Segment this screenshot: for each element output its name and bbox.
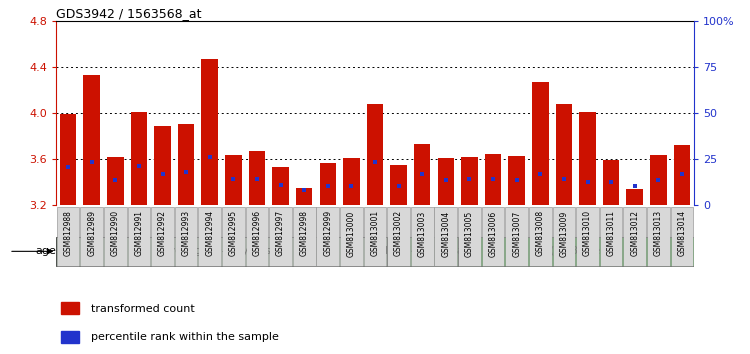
- Text: GSM813013: GSM813013: [654, 210, 663, 256]
- Bar: [107, 157, 124, 205]
- Bar: [579, 112, 596, 205]
- Bar: [225, 155, 242, 205]
- Bar: [83, 75, 100, 205]
- Text: GSM813014: GSM813014: [677, 210, 686, 256]
- Text: GSM812996: GSM812996: [253, 210, 262, 256]
- FancyBboxPatch shape: [222, 207, 245, 266]
- Bar: [626, 189, 643, 205]
- FancyBboxPatch shape: [128, 207, 150, 266]
- Bar: [674, 145, 690, 205]
- Text: GSM813006: GSM813006: [488, 210, 497, 257]
- Text: GSM812988: GSM812988: [64, 210, 73, 256]
- FancyBboxPatch shape: [482, 207, 505, 266]
- FancyBboxPatch shape: [506, 207, 528, 266]
- FancyBboxPatch shape: [387, 237, 458, 266]
- FancyBboxPatch shape: [316, 207, 339, 266]
- Text: GSM812990: GSM812990: [111, 210, 120, 256]
- Text: GSM812998: GSM812998: [300, 210, 309, 256]
- FancyBboxPatch shape: [458, 207, 481, 266]
- Bar: [272, 167, 289, 205]
- FancyBboxPatch shape: [364, 207, 386, 266]
- FancyBboxPatch shape: [553, 207, 575, 266]
- FancyBboxPatch shape: [529, 207, 551, 266]
- Bar: [60, 114, 76, 205]
- Text: old (65-84 years): old (65-84 years): [531, 246, 620, 256]
- Bar: [62, 302, 80, 314]
- FancyBboxPatch shape: [104, 207, 127, 266]
- Text: GSM813010: GSM813010: [583, 210, 592, 256]
- Text: GSM813008: GSM813008: [536, 210, 544, 256]
- Text: GSM812995: GSM812995: [229, 210, 238, 256]
- Text: age: age: [35, 246, 56, 256]
- Text: GSM812997: GSM812997: [276, 210, 285, 256]
- FancyBboxPatch shape: [411, 207, 434, 266]
- FancyBboxPatch shape: [434, 207, 457, 266]
- Text: GSM812994: GSM812994: [206, 210, 214, 256]
- Text: GSM813001: GSM813001: [370, 210, 380, 256]
- Text: GSM813009: GSM813009: [560, 210, 568, 257]
- Bar: [437, 158, 454, 205]
- Text: GSM812989: GSM812989: [87, 210, 96, 256]
- Bar: [62, 331, 80, 343]
- Text: GSM813002: GSM813002: [394, 210, 403, 256]
- FancyBboxPatch shape: [57, 207, 80, 266]
- Bar: [154, 126, 171, 205]
- Text: GSM813005: GSM813005: [465, 210, 474, 257]
- FancyBboxPatch shape: [670, 207, 693, 266]
- Text: young (19-31 years): young (19-31 years): [169, 246, 274, 256]
- FancyBboxPatch shape: [56, 237, 387, 266]
- Bar: [130, 112, 147, 205]
- Text: GSM813012: GSM813012: [630, 210, 639, 256]
- FancyBboxPatch shape: [387, 207, 410, 266]
- FancyBboxPatch shape: [152, 207, 174, 266]
- FancyBboxPatch shape: [576, 207, 598, 266]
- FancyBboxPatch shape: [80, 207, 103, 266]
- Bar: [484, 154, 501, 205]
- Text: percentile rank within the sample: percentile rank within the sample: [92, 332, 279, 342]
- Text: GSM812992: GSM812992: [158, 210, 167, 256]
- FancyBboxPatch shape: [623, 207, 646, 266]
- Bar: [414, 144, 430, 205]
- Text: GDS3942 / 1563568_at: GDS3942 / 1563568_at: [56, 7, 202, 20]
- Bar: [249, 151, 266, 205]
- Text: GSM812993: GSM812993: [182, 210, 190, 256]
- Bar: [532, 82, 548, 205]
- Text: middle (42-61 years): middle (42-61 years): [368, 246, 477, 256]
- FancyBboxPatch shape: [647, 207, 670, 266]
- Bar: [390, 165, 406, 205]
- Bar: [461, 157, 478, 205]
- Bar: [202, 59, 218, 205]
- FancyBboxPatch shape: [292, 207, 316, 266]
- FancyBboxPatch shape: [340, 207, 363, 266]
- Text: transformed count: transformed count: [92, 304, 195, 314]
- Text: GSM813007: GSM813007: [512, 210, 521, 257]
- FancyBboxPatch shape: [458, 237, 694, 266]
- Bar: [556, 104, 572, 205]
- FancyBboxPatch shape: [269, 207, 292, 266]
- Bar: [296, 188, 313, 205]
- FancyBboxPatch shape: [175, 207, 197, 266]
- Text: GSM813003: GSM813003: [418, 210, 427, 257]
- Bar: [343, 158, 360, 205]
- FancyBboxPatch shape: [199, 207, 221, 266]
- Bar: [603, 160, 619, 205]
- Bar: [367, 104, 383, 205]
- FancyBboxPatch shape: [245, 207, 268, 266]
- Text: GSM813000: GSM813000: [347, 210, 356, 257]
- Bar: [178, 124, 194, 205]
- Text: GSM812991: GSM812991: [134, 210, 143, 256]
- Text: GSM813011: GSM813011: [607, 210, 616, 256]
- Text: GSM812999: GSM812999: [323, 210, 332, 256]
- FancyBboxPatch shape: [600, 207, 622, 266]
- Text: GSM813004: GSM813004: [441, 210, 450, 257]
- Bar: [650, 155, 667, 205]
- Bar: [320, 163, 336, 205]
- Bar: [509, 156, 525, 205]
